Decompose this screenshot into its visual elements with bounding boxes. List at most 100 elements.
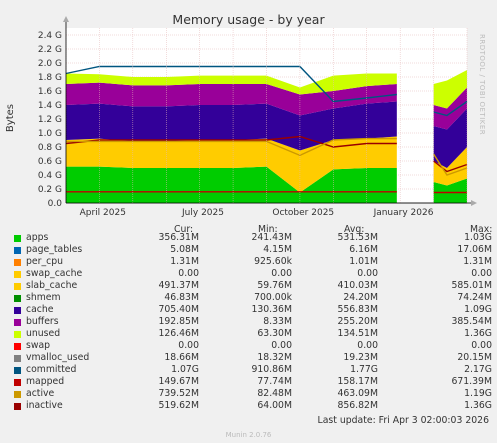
legend-min: 8.33M xyxy=(263,316,292,327)
legend-max: 1.31M xyxy=(463,256,492,267)
legend-name: inactive xyxy=(26,400,63,411)
active-line xyxy=(66,137,397,157)
legend-avg: 856.82M xyxy=(337,400,378,411)
legend-name: per_cpu xyxy=(26,256,63,267)
legend-name: unused xyxy=(26,328,61,339)
legend-max: 17.06M xyxy=(457,244,492,255)
legend-avg: 255.20M xyxy=(337,316,378,327)
legend-cur: 192.85M xyxy=(158,316,199,327)
legend-swatch xyxy=(14,295,21,302)
legend-avg: 0.00 xyxy=(357,340,378,351)
legend-swatch xyxy=(14,259,21,266)
buffers-area xyxy=(433,87,467,130)
legend-swatch xyxy=(14,235,21,242)
unused-area xyxy=(66,73,397,95)
legend-avg: 1.77G xyxy=(350,364,378,375)
slab-cache-area xyxy=(433,147,467,186)
apps-area xyxy=(433,178,467,203)
legend-name: shmem xyxy=(26,292,61,303)
x-tick-label: April 2025 xyxy=(80,208,126,218)
legend-cur: 0.00 xyxy=(178,268,199,279)
apps-area xyxy=(66,166,397,203)
legend-avg: 24.20M xyxy=(343,292,378,303)
legend-swatch xyxy=(14,271,21,278)
y-tick-label: 1.4 G xyxy=(38,101,62,111)
y-tick-label: 1.2 G xyxy=(38,115,62,125)
munin-version: Munin 2.0.76 xyxy=(225,431,272,439)
legend-row: page_tables 5.08M 4.15M 6.16M 17.06M xyxy=(0,244,497,256)
legend-header-avg: Avg: xyxy=(344,224,365,235)
legend-cur: 356.31M xyxy=(158,232,199,243)
legend-min: 925.60k xyxy=(254,256,292,267)
legend-header-cur: Cur: xyxy=(174,224,194,235)
legend-swatch xyxy=(14,403,21,410)
legend-name: active xyxy=(26,388,55,399)
legend-name: apps xyxy=(26,232,49,243)
legend-name: committed xyxy=(26,364,77,375)
legend-min: 130.36M xyxy=(251,304,292,315)
legend-min: 59.76M xyxy=(257,280,292,291)
legend-min: 910.86M xyxy=(251,364,292,375)
legend-swatch xyxy=(14,379,21,386)
legend-cur: 1.31M xyxy=(170,256,199,267)
legend-max: 0.00 xyxy=(471,268,492,279)
y-axis-arrow xyxy=(63,16,69,22)
legend-row: slab_cache 491.37M 59.76M 410.03M 585.01M xyxy=(0,280,497,292)
legend-name: cache xyxy=(26,304,54,315)
legend-cur: 519.62M xyxy=(158,400,199,411)
legend-cur: 705.40M xyxy=(158,304,199,315)
x-tick-label: July 2025 xyxy=(181,208,224,218)
legend-swatch xyxy=(14,283,21,290)
x-tick-label: January 2026 xyxy=(373,208,434,218)
legend-row: apps 356.31M 241.43M 531.53M 1.03G xyxy=(0,232,497,244)
legend-cur: 18.66M xyxy=(164,352,199,363)
legend-min: 241.43M xyxy=(251,232,292,243)
y-tick-label: 1.6 G xyxy=(38,87,62,97)
legend-swatch xyxy=(14,391,21,398)
legend-avg: 158.17M xyxy=(337,376,378,387)
cache-area xyxy=(433,108,467,168)
legend-max: 671.39M xyxy=(451,376,492,387)
legend-row: cache 705.40M 130.36M 556.83M 1.09G xyxy=(0,304,497,316)
legend-row: shmem 46.83M 700.00k 24.20M 74.24M xyxy=(0,292,497,304)
y-tick-label: 0.2 G xyxy=(38,185,62,195)
legend-row: committed 1.07G 910.86M 1.77G 2.17G xyxy=(0,364,497,376)
legend-max: 74.24M xyxy=(457,292,492,303)
legend-row: per_cpu 1.31M 925.60k 1.01M 1.31M xyxy=(0,256,497,268)
legend-min: 77.74M xyxy=(257,376,292,387)
buffers-area xyxy=(66,82,397,116)
legend-avg: 19.23M xyxy=(343,352,378,363)
slab-cache-area xyxy=(66,136,397,193)
legend-avg: 1.01M xyxy=(349,256,378,267)
legend-min: 64.00M xyxy=(257,400,292,411)
legend-cur: 739.52M xyxy=(158,388,199,399)
legend-min: 0.00 xyxy=(271,340,292,351)
legend-cur: 5.08M xyxy=(170,244,199,255)
legend-min: 4.15M xyxy=(263,244,292,255)
legend-max: 20.15M xyxy=(457,352,492,363)
legend-min: 18.32M xyxy=(257,352,292,363)
legend-swatch xyxy=(14,367,21,374)
legend-name: vmalloc_used xyxy=(26,352,90,363)
x-axis-arrow xyxy=(471,200,477,206)
legend-cur: 149.67M xyxy=(158,376,199,387)
legend-avg: 556.83M xyxy=(337,304,378,315)
y-tick-label: 0.4 G xyxy=(38,171,62,181)
active-line xyxy=(432,153,468,176)
legend-name: slab_cache xyxy=(26,280,78,291)
legend-min: 82.48M xyxy=(257,388,292,399)
y-tick-label: 2.4 G xyxy=(38,31,62,41)
legend-swatch xyxy=(14,319,21,326)
legend-swatch xyxy=(14,343,21,350)
legend-cur: 0.00 xyxy=(178,340,199,351)
legend-row: vmalloc_used 18.66M 18.32M 19.23M 20.15M xyxy=(0,352,497,364)
legend-row: inactive 519.62M 64.00M 856.82M 1.36G xyxy=(0,400,497,412)
y-tick-label: 2.0 G xyxy=(38,59,62,69)
legend-name: mapped xyxy=(26,376,65,387)
legend-name: swap xyxy=(26,340,51,351)
legend-avg: 134.51M xyxy=(337,328,378,339)
legend-header-min: Min: xyxy=(258,224,278,235)
legend-max: 385.54M xyxy=(451,316,492,327)
legend-swatch xyxy=(14,355,21,362)
legend-max: 585.01M xyxy=(451,280,492,291)
